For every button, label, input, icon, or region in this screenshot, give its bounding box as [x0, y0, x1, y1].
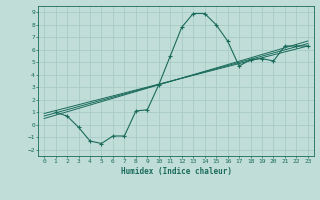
X-axis label: Humidex (Indice chaleur): Humidex (Indice chaleur) — [121, 167, 231, 176]
